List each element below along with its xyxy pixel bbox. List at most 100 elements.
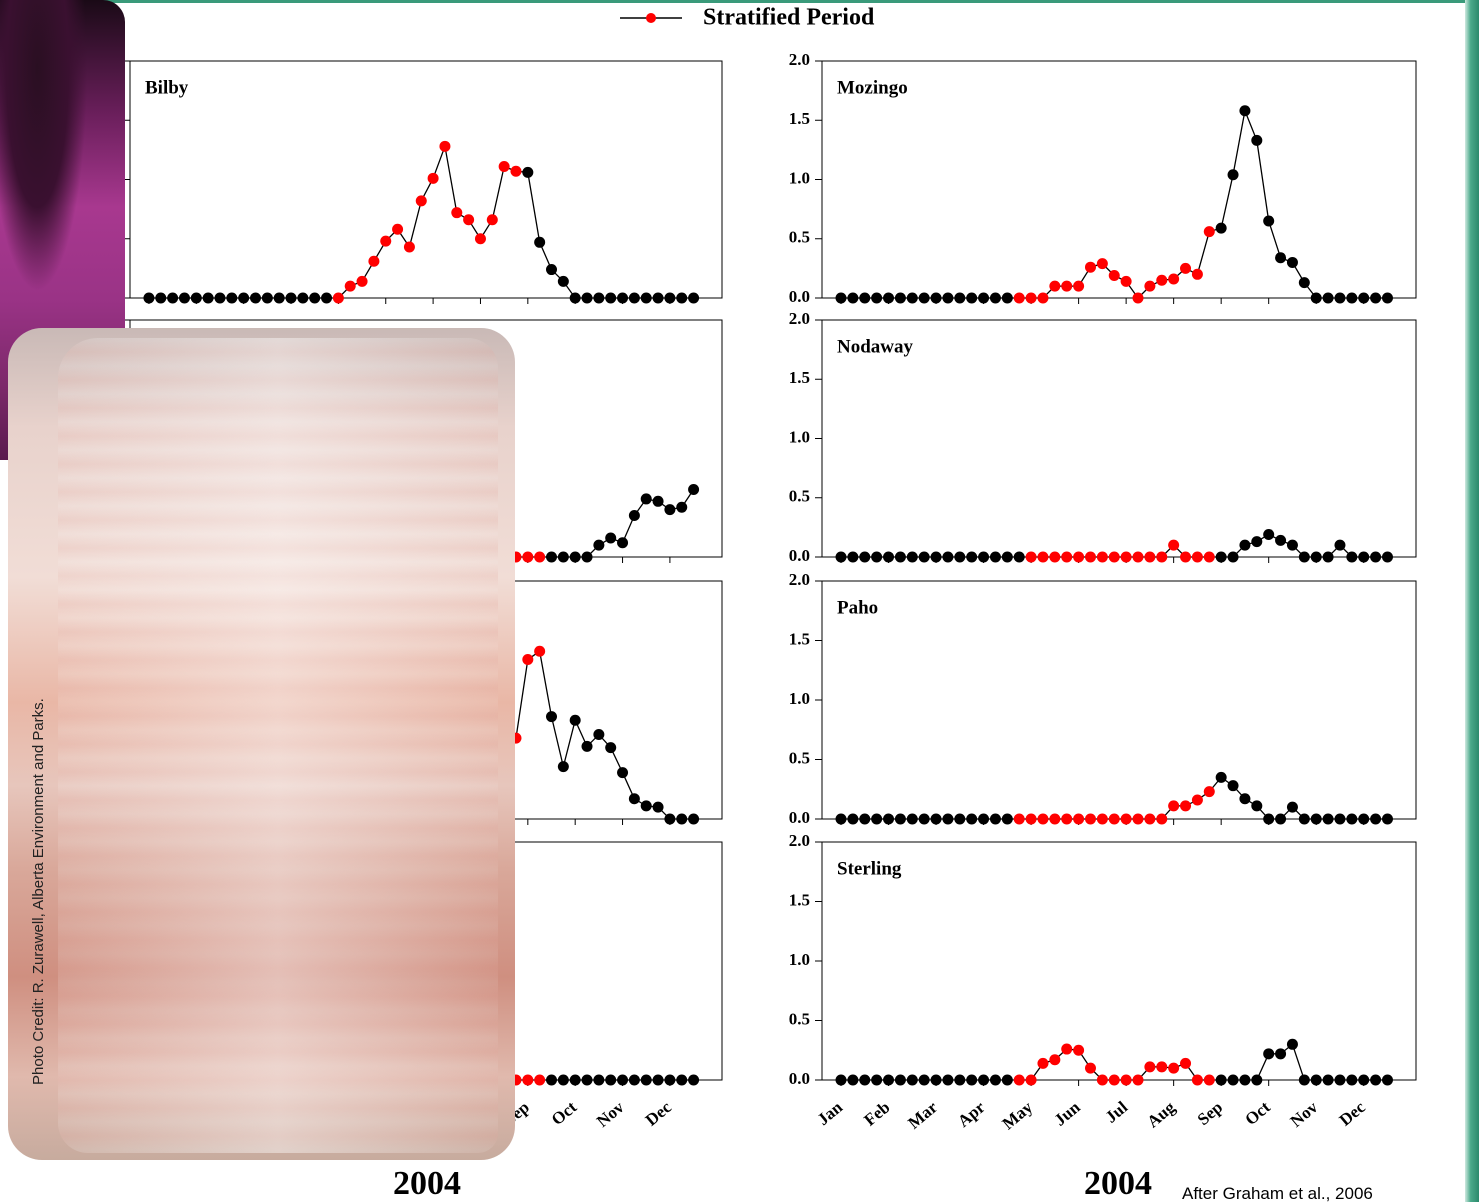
data-point xyxy=(871,1074,883,1086)
data-point xyxy=(930,1074,942,1086)
y-tick-label: 0.0 xyxy=(789,1069,810,1088)
panel-frame xyxy=(821,841,1417,1081)
y-tick-label: 0.5 xyxy=(789,228,810,247)
data-point xyxy=(1251,1074,1263,1086)
y-tick-label: 1.5 xyxy=(789,890,810,909)
data-point xyxy=(557,761,569,773)
data-point xyxy=(1168,273,1180,285)
data-point xyxy=(918,1074,930,1086)
data-point xyxy=(1322,813,1334,825)
data-point xyxy=(1275,813,1287,825)
data-point xyxy=(593,1074,605,1086)
data-point xyxy=(1239,1074,1251,1086)
data-point xyxy=(1191,794,1203,806)
data-point xyxy=(1156,1061,1168,1073)
data-point xyxy=(1334,1074,1346,1086)
data-point xyxy=(1191,551,1203,563)
data-point xyxy=(1370,292,1382,304)
data-point xyxy=(1132,813,1144,825)
data-point xyxy=(486,214,498,226)
data-point xyxy=(1203,1074,1215,1086)
data-point xyxy=(894,813,906,825)
y-tick-label: 0.0 xyxy=(789,546,810,565)
data-point xyxy=(1322,292,1334,304)
data-point xyxy=(906,813,918,825)
data-point xyxy=(652,292,664,304)
data-point xyxy=(415,195,427,207)
data-point xyxy=(640,292,652,304)
data-point xyxy=(883,551,895,563)
y-tick-label: 0.5 xyxy=(789,1009,810,1028)
data-point xyxy=(1298,813,1310,825)
data-point xyxy=(546,711,558,723)
data-point xyxy=(847,292,859,304)
data-point xyxy=(894,292,906,304)
data-point xyxy=(1156,274,1168,286)
data-point xyxy=(883,813,895,825)
data-point xyxy=(1168,1062,1180,1074)
data-point xyxy=(1073,813,1085,825)
data-point xyxy=(534,551,546,563)
data-point xyxy=(989,1074,1001,1086)
data-point xyxy=(403,241,415,253)
data-point xyxy=(1215,1074,1227,1086)
y-tick-label: 1.0 xyxy=(789,950,810,969)
data-point xyxy=(688,1074,700,1086)
data-point xyxy=(1227,780,1239,792)
data-point xyxy=(605,532,617,544)
data-point xyxy=(1025,1074,1037,1086)
data-point xyxy=(1144,813,1156,825)
x-tick-label: Oct xyxy=(1241,1097,1274,1129)
data-point xyxy=(1310,813,1322,825)
x-tick-label: Jul xyxy=(1102,1097,1132,1126)
data-line xyxy=(841,108,1388,300)
data-point xyxy=(1049,1054,1061,1066)
data-point xyxy=(1286,1038,1298,1050)
data-point xyxy=(664,813,676,825)
data-point xyxy=(510,165,522,177)
data-point xyxy=(546,1074,558,1086)
x-tick-label: Aug xyxy=(1143,1097,1179,1131)
data-point xyxy=(581,740,593,752)
data-point xyxy=(1061,551,1073,563)
data-point xyxy=(380,235,392,247)
data-point xyxy=(871,551,883,563)
data-point xyxy=(978,292,990,304)
x-tick-label: Jun xyxy=(1050,1097,1084,1130)
data-point xyxy=(498,160,510,172)
data-point xyxy=(1381,292,1393,304)
x-tick-label: Dec xyxy=(642,1097,676,1129)
data-point xyxy=(1334,292,1346,304)
data-point xyxy=(1286,256,1298,268)
data-point xyxy=(664,504,676,516)
data-point xyxy=(676,813,688,825)
data-point xyxy=(1215,771,1227,783)
data-point xyxy=(617,292,629,304)
data-point xyxy=(1049,280,1061,292)
data-point xyxy=(1322,1074,1334,1086)
y-tick-label: 2.0 xyxy=(789,570,810,589)
data-point xyxy=(1370,1074,1382,1086)
data-point xyxy=(1073,551,1085,563)
data-point xyxy=(1227,1074,1239,1086)
data-point xyxy=(1358,292,1370,304)
data-point xyxy=(1275,1048,1287,1060)
data-point xyxy=(581,551,593,563)
x-tick-label: Nov xyxy=(1287,1097,1322,1131)
data-point xyxy=(1084,1062,1096,1074)
data-point xyxy=(581,292,593,304)
panel-frame xyxy=(821,60,1417,299)
data-point xyxy=(1061,813,1073,825)
data-point xyxy=(238,292,250,304)
top-border xyxy=(0,0,1479,3)
data-point xyxy=(1370,813,1382,825)
data-point xyxy=(871,813,883,825)
data-point xyxy=(859,292,871,304)
panel-frame xyxy=(821,580,1417,820)
data-point xyxy=(451,207,463,219)
data-point xyxy=(871,292,883,304)
data-point xyxy=(226,292,238,304)
panel-title: Mozingo xyxy=(837,77,908,98)
